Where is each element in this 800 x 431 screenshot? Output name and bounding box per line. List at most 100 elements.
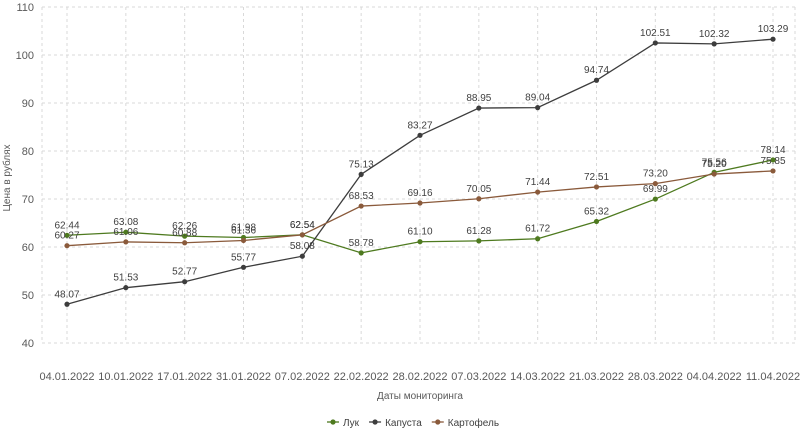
data-label: 62.54 (290, 220, 315, 231)
legend-label: Картофель (448, 417, 499, 429)
data-point (417, 200, 423, 206)
legend: Лук Капуста Картофель (327, 417, 499, 429)
data-point (182, 240, 188, 246)
data-point (593, 218, 600, 225)
y-tick-label: 60 (22, 242, 34, 254)
legend-swatch-marker (330, 419, 336, 425)
x-tick-label: 07.03.2022 (451, 371, 506, 383)
data-point (299, 232, 305, 238)
data-point (476, 238, 482, 244)
data-label: 51.53 (113, 273, 138, 284)
data-label: 60.88 (172, 228, 197, 239)
data-point (652, 181, 658, 187)
x-tick-label: 31.01.2022 (216, 371, 271, 383)
y-tick-label: 110 (16, 2, 34, 14)
data-point (299, 253, 305, 259)
x-tick-label: 10.01.2022 (98, 371, 153, 383)
x-tick-label: 07.02.2022 (275, 371, 330, 383)
data-label: 48.07 (54, 289, 79, 300)
x-tick-label: 17.01.2022 (157, 371, 212, 383)
data-label: 61.10 (407, 227, 432, 238)
data-point (770, 36, 776, 42)
data-point (476, 105, 482, 111)
data-label: 69.99 (643, 184, 668, 195)
data-label: 71.44 (525, 177, 550, 188)
data-label: 102.32 (699, 29, 730, 40)
data-point (358, 250, 364, 256)
data-label: 89.04 (525, 93, 550, 104)
y-tick-label: 50 (22, 290, 34, 302)
data-point (64, 232, 70, 238)
data-point (652, 196, 658, 202)
y-tick-label: 100 (16, 50, 34, 62)
data-label: 61.98 (231, 222, 256, 233)
data-label: 61.36 (231, 225, 256, 236)
data-label: 72.51 (584, 172, 609, 183)
data-label: 75.85 (760, 156, 785, 167)
data-point (593, 184, 600, 190)
data-label: 63.08 (113, 217, 138, 228)
x-tick-label: 04.04.2022 (687, 371, 742, 383)
data-label: 65.32 (584, 206, 609, 217)
x-tick-label: 14.03.2022 (510, 371, 565, 383)
data-point (535, 105, 541, 111)
data-label: 83.27 (407, 120, 432, 131)
data-point (358, 171, 364, 177)
legend-item: Капуста (369, 418, 422, 429)
data-point (535, 236, 541, 242)
data-point (652, 40, 658, 46)
x-tick-label: 21.03.2022 (569, 371, 624, 383)
data-label: 61.06 (113, 227, 138, 238)
x-tick-label: 11.04.2022 (746, 371, 800, 383)
data-point (711, 41, 717, 47)
data-point (64, 243, 70, 249)
data-point (358, 203, 364, 209)
data-point (123, 285, 129, 291)
data-label: 68.53 (349, 191, 374, 202)
data-label: 103.29 (758, 24, 789, 35)
data-labels: 62.44 63.08 62.26 61.98 62.54 58.78 61.10 61.28… (54, 24, 788, 300)
data-label: 58.78 (349, 238, 374, 249)
data-point (417, 239, 423, 245)
data-point (593, 77, 600, 83)
y-tick-label: 90 (22, 98, 34, 110)
legend-swatch-marker (435, 419, 441, 425)
y-tick-label: 80 (22, 146, 34, 158)
data-label: 75.56 (702, 157, 727, 168)
x-axis-ticks: 04.01.2022 10.01.2022 17.01.2022 31.01.2022… (39, 371, 800, 383)
data-point (182, 279, 188, 285)
series-lines (64, 36, 776, 307)
legend-item: Лук (327, 418, 360, 429)
data-point (182, 233, 188, 239)
data-label: 62.44 (54, 220, 79, 231)
data-label: 75.20 (702, 159, 727, 170)
legend-item: Картофель (431, 417, 499, 429)
data-point (476, 196, 482, 202)
data-label: 69.16 (407, 188, 432, 199)
x-tick-label: 28.03.2022 (628, 371, 683, 383)
data-label: 73.20 (643, 169, 668, 180)
data-point (240, 264, 247, 270)
data-label: 60.27 (54, 231, 79, 242)
data-point (770, 168, 776, 174)
legend-label: Лук (343, 418, 360, 429)
data-label: 62.54 (290, 220, 315, 231)
data-label: 70.05 (466, 184, 491, 195)
y-tick-label: 40 (22, 338, 34, 350)
data-label: 55.77 (231, 252, 256, 263)
legend-swatch-marker (372, 419, 378, 425)
x-tick-label: 28.02.2022 (392, 371, 447, 383)
data-point (123, 229, 129, 235)
data-point (711, 171, 717, 177)
data-label: 102.51 (640, 28, 671, 39)
y-axis-ticks: 40 50 60 70 80 90 100 110 (16, 2, 34, 350)
data-point (64, 301, 70, 307)
x-tick-label: 22.02.2022 (334, 371, 389, 383)
data-label: 61.28 (466, 226, 491, 237)
data-label: 52.77 (172, 267, 197, 278)
x-axis-title: Даты мониторинга (377, 391, 463, 402)
y-tick-label: 70 (22, 194, 34, 206)
data-label: 58.08 (290, 241, 315, 252)
data-point (417, 132, 423, 138)
